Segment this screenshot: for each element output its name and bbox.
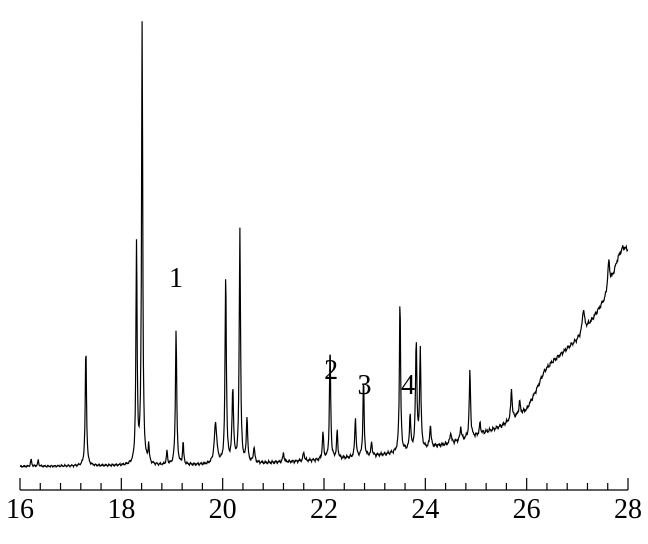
signal-trace <box>20 21 628 467</box>
chart-svg <box>0 0 648 544</box>
x-tick-label: 26 <box>513 494 541 526</box>
x-tick-label: 18 <box>107 494 135 526</box>
x-tick-label: 28 <box>614 494 642 526</box>
x-tick-label: 24 <box>411 494 439 526</box>
peak-label-4: 4 <box>401 370 415 402</box>
x-tick-label: 20 <box>209 494 237 526</box>
peak-label-3: 3 <box>358 370 372 402</box>
x-tick-label: 22 <box>310 494 338 526</box>
peak-label-1: 1 <box>169 263 183 295</box>
chromatogram-chart: 16 18 20 22 24 26 28 1 234 <box>0 0 648 544</box>
peak-label-2: 2 <box>324 355 338 387</box>
x-tick-label: 16 <box>6 494 34 526</box>
